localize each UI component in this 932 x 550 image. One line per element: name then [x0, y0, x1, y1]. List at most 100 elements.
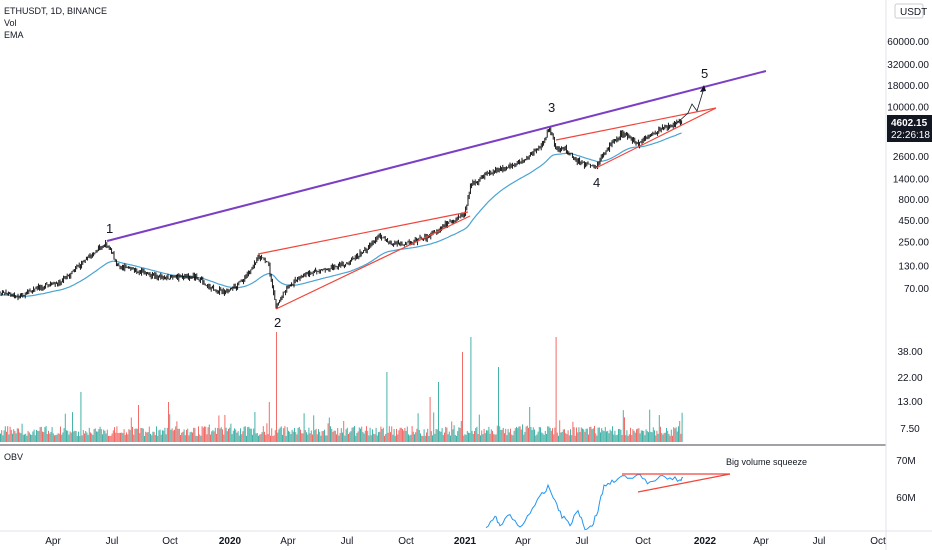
volume-bar — [120, 432, 121, 442]
volume-bar — [387, 432, 389, 442]
volume-bar — [211, 431, 213, 442]
volume-bar — [351, 427, 353, 442]
volume-bar — [609, 429, 611, 442]
volume-bar — [649, 409, 651, 442]
volume-bar — [170, 429, 172, 442]
volume-bar — [375, 427, 377, 442]
volume-bar — [667, 430, 669, 442]
indicator-vol-label[interactable]: Vol — [4, 18, 17, 28]
volume-bar — [44, 427, 46, 442]
volume-bar — [96, 431, 97, 442]
wedge-1-lower-line[interactable] — [275, 215, 471, 310]
volume-bar — [121, 432, 123, 442]
volume-bar — [482, 434, 484, 442]
wave-5-projection-path[interactable] — [675, 87, 705, 125]
volume-bar — [294, 427, 295, 442]
volume-bar — [273, 435, 275, 442]
volume-bar — [530, 426, 532, 442]
volume-bar — [252, 434, 253, 442]
volume-bar — [406, 426, 408, 442]
volume-bar — [136, 428, 138, 442]
volume-bar — [189, 432, 191, 442]
volume-bar — [384, 435, 385, 442]
volume-bar — [574, 435, 576, 442]
volume-bar — [681, 412, 683, 442]
volume-bar — [3, 430, 5, 442]
volume-bar — [190, 431, 192, 442]
volume-bar — [439, 431, 441, 442]
volume-bar — [594, 425, 595, 442]
wedge-2-upper-line[interactable] — [555, 107, 717, 141]
volume-bar — [378, 432, 379, 442]
volume-bar — [414, 434, 415, 442]
volume-bar — [441, 428, 443, 442]
volume-bar — [480, 435, 481, 442]
volume-bar — [550, 430, 552, 442]
symbol-title[interactable]: ETHUSDT, 1D, BINANCE — [4, 6, 107, 16]
price-tick-label: 70.00 — [904, 284, 929, 295]
volume-bar — [85, 431, 87, 442]
obv-squeeze-lower-line[interactable] — [637, 473, 731, 493]
volume-bar — [398, 430, 400, 442]
price-tick-label: 10000.00 — [887, 103, 929, 114]
volume-bar — [631, 434, 633, 442]
volume-bar — [138, 405, 139, 442]
upper-trendline[interactable] — [106, 70, 767, 242]
volume-bar — [678, 426, 679, 442]
volume-bar — [422, 435, 424, 442]
volume-bar — [336, 434, 337, 442]
price-scale[interactable]: 60000.00 32000.00 18000.00 10000.00 2600.00 1… — [887, 37, 929, 504]
volume-bar — [553, 434, 555, 442]
volume-bar — [646, 431, 648, 442]
volume-bar — [150, 433, 151, 442]
volume-bar — [266, 423, 268, 442]
volume-bar — [271, 428, 273, 442]
volume-bar — [171, 428, 173, 442]
volume-bar — [288, 430, 289, 442]
volume-bar — [328, 417, 330, 442]
currency-badge[interactable] — [894, 3, 924, 19]
volume-bar — [19, 432, 21, 442]
volume-bar — [469, 433, 471, 442]
volume-bar — [55, 434, 57, 442]
volume-bar — [249, 428, 251, 442]
volume-bar — [391, 426, 393, 442]
volume-bar — [321, 431, 323, 442]
volume-bar — [362, 431, 364, 442]
volume-bar — [76, 435, 78, 442]
volume-bar — [510, 428, 511, 442]
volume-bar — [373, 433, 375, 442]
last-price-badge — [887, 115, 932, 142]
volume-bar — [102, 434, 103, 442]
wedge-1-upper-line[interactable] — [257, 211, 469, 255]
volume-bar — [86, 432, 88, 442]
volume-bar — [496, 425, 498, 442]
volume-bar — [195, 435, 197, 442]
volume-bar — [36, 429, 37, 442]
volume-bar — [444, 432, 445, 442]
volume-bar — [571, 435, 573, 442]
volume-bar — [576, 427, 577, 442]
volume-bar — [20, 433, 22, 442]
volume-bar — [580, 427, 582, 442]
volume-bar — [166, 427, 168, 442]
volume-bar — [409, 435, 411, 442]
volume-bar — [465, 434, 467, 442]
volume-bar — [58, 433, 60, 442]
price-tick-label: 32000.00 — [887, 60, 929, 71]
volume-bar — [214, 427, 216, 442]
volume-bar — [319, 431, 321, 442]
time-axis[interactable]: Apr Jul Oct 2020 Apr Jul Oct 2021 Apr Jul Oct 2022 A… — [45, 536, 886, 547]
volume-bar — [451, 421, 453, 442]
volume-bar — [519, 426, 521, 442]
volume-bar — [13, 429, 15, 442]
volume-bar — [45, 426, 47, 442]
bar-countdown: 22:26:18 — [891, 130, 930, 141]
volume-bar — [627, 435, 629, 442]
time-tick-label: 2020 — [219, 536, 242, 547]
wedge-2-lower-line[interactable] — [595, 107, 717, 169]
volume-bar — [434, 433, 436, 442]
volume-bar — [470, 337, 472, 442]
indicator-ema-label[interactable]: EMA — [4, 30, 24, 40]
